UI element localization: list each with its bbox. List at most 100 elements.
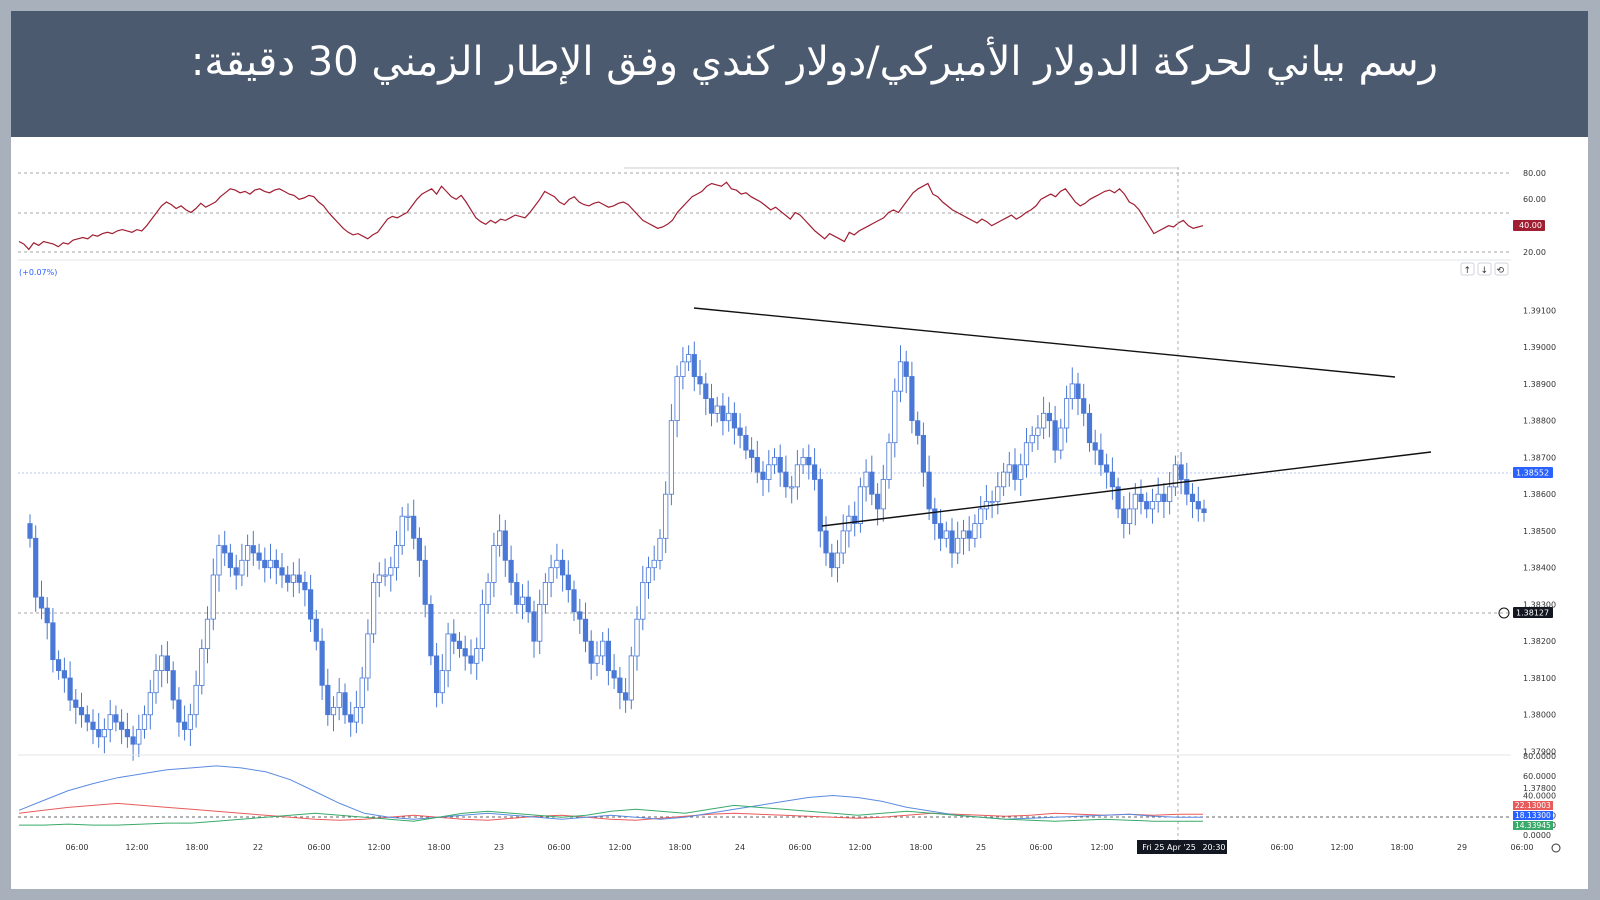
time-tick-label: 23 bbox=[494, 843, 504, 852]
candle-body bbox=[834, 552, 841, 569]
candle-body bbox=[571, 589, 577, 613]
candle-body bbox=[262, 559, 268, 569]
time-axis: 06:00 12:00 18:00 22 06:00 12:00 18:00 23 06:00 1… bbox=[65, 840, 1561, 854]
candle-body bbox=[181, 721, 188, 730]
candle-body bbox=[1144, 501, 1150, 510]
candle-body bbox=[771, 456, 778, 466]
osc-top-tick-label: 20.00 bbox=[1523, 248, 1546, 257]
candle-body bbox=[130, 736, 136, 745]
candle-body bbox=[1189, 493, 1196, 503]
candle-body bbox=[594, 655, 600, 664]
candle-body bbox=[1012, 464, 1018, 480]
candle-body bbox=[640, 581, 646, 620]
lower-trendline bbox=[821, 451, 1432, 527]
candle-body bbox=[869, 471, 875, 495]
candle-body bbox=[439, 670, 445, 694]
candle-body bbox=[823, 530, 829, 554]
candle-body bbox=[1052, 420, 1058, 451]
osc-top-tick-label: 80.00 bbox=[1523, 169, 1546, 178]
time-tick-label: 12:00 bbox=[367, 843, 390, 852]
candle-body bbox=[754, 456, 760, 473]
candle-body bbox=[141, 714, 148, 730]
time-tick-label: 18:00 bbox=[668, 843, 691, 852]
candle-body bbox=[863, 471, 869, 488]
candle-body bbox=[852, 515, 858, 525]
candle-body bbox=[1035, 427, 1041, 436]
candle-body bbox=[416, 537, 423, 561]
candle-body bbox=[124, 729, 130, 738]
candle-body bbox=[101, 729, 107, 738]
candle-body bbox=[686, 354, 692, 363]
candle-body bbox=[319, 640, 325, 686]
candle-body bbox=[720, 405, 726, 422]
candle-body bbox=[955, 537, 961, 554]
candle-body bbox=[325, 684, 331, 716]
time-tick-label: 18:00 bbox=[185, 843, 208, 852]
candle-body bbox=[411, 515, 417, 539]
candle-body bbox=[1109, 471, 1115, 488]
candle-body bbox=[1161, 493, 1167, 503]
time-tick-label: 12:00 bbox=[1090, 843, 1113, 852]
candle-body bbox=[451, 633, 457, 642]
candle-body bbox=[107, 714, 113, 730]
candle-body bbox=[279, 567, 285, 576]
candle-body bbox=[542, 581, 549, 605]
candle-body bbox=[61, 670, 68, 679]
candle-body bbox=[433, 655, 440, 694]
reset-view-button[interactable] bbox=[1494, 262, 1509, 276]
candle-body bbox=[313, 618, 319, 642]
osc-bottom-badge-blue bbox=[1513, 811, 1553, 820]
time-tick-label: 29 bbox=[1457, 843, 1467, 852]
upper-trendline bbox=[693, 307, 1396, 378]
arrow-down-icon: ↓ bbox=[1481, 266, 1489, 276]
time-tick-label: 06:00 bbox=[1270, 843, 1293, 852]
candle-body bbox=[800, 456, 806, 466]
candle-body bbox=[1046, 412, 1052, 422]
candle-body bbox=[239, 559, 245, 576]
time-tick-label: 18:00 bbox=[427, 843, 450, 852]
symbol-change-label: (+0.07%) bbox=[19, 268, 57, 277]
candle-body bbox=[1201, 508, 1207, 513]
candle-body bbox=[405, 515, 411, 518]
osc-bottom-current-blue: 18.13300 bbox=[1515, 811, 1551, 820]
horizontal-level-label: 1.38127 bbox=[1516, 609, 1549, 618]
price-tick-label: 1.38900 bbox=[1523, 380, 1556, 389]
time-tick-label: 06:00 bbox=[65, 843, 88, 852]
osc-top-current-badge bbox=[1513, 220, 1545, 231]
candle-body bbox=[697, 376, 703, 385]
candle-body bbox=[1069, 383, 1075, 399]
candle-body bbox=[1195, 501, 1201, 510]
candle-body bbox=[806, 456, 812, 466]
candle-body bbox=[548, 567, 554, 583]
candle-body bbox=[159, 655, 165, 672]
osc-bottom-current-green: 14.33945 bbox=[1515, 821, 1551, 830]
candle-body bbox=[519, 596, 526, 605]
candle-body bbox=[1064, 398, 1070, 429]
time-tick-label: Fri 25 Apr '25 bbox=[1142, 843, 1196, 852]
candle-body bbox=[445, 633, 451, 672]
candle-body bbox=[359, 677, 365, 708]
candle-body bbox=[210, 574, 216, 620]
candle-body bbox=[1178, 464, 1184, 480]
candle-body bbox=[760, 471, 766, 480]
candle-body bbox=[880, 479, 886, 510]
time-tick-label: 18:00 bbox=[1390, 843, 1413, 852]
time-tick-label: 12:00 bbox=[1330, 843, 1353, 852]
candle-body bbox=[33, 537, 39, 598]
settings-gear-icon[interactable] bbox=[1551, 843, 1561, 853]
candle-body bbox=[193, 684, 199, 716]
price-tick-label: 1.37900 bbox=[1523, 748, 1556, 757]
scroll-down-button[interactable] bbox=[1477, 262, 1492, 276]
price-tick-label: 1.38300 bbox=[1523, 600, 1556, 609]
current-price-badge bbox=[1513, 467, 1553, 478]
scroll-up-button[interactable] bbox=[1460, 262, 1475, 276]
candle-body bbox=[267, 559, 274, 569]
candle-body bbox=[302, 581, 308, 591]
candle-body bbox=[1058, 427, 1064, 451]
time-tick-label: 12:00 bbox=[848, 843, 871, 852]
crosshair-date-box bbox=[1137, 840, 1227, 854]
candle-body bbox=[393, 545, 400, 569]
candle-body bbox=[680, 361, 686, 377]
candle-body bbox=[1132, 493, 1138, 510]
candle-body bbox=[67, 677, 73, 701]
